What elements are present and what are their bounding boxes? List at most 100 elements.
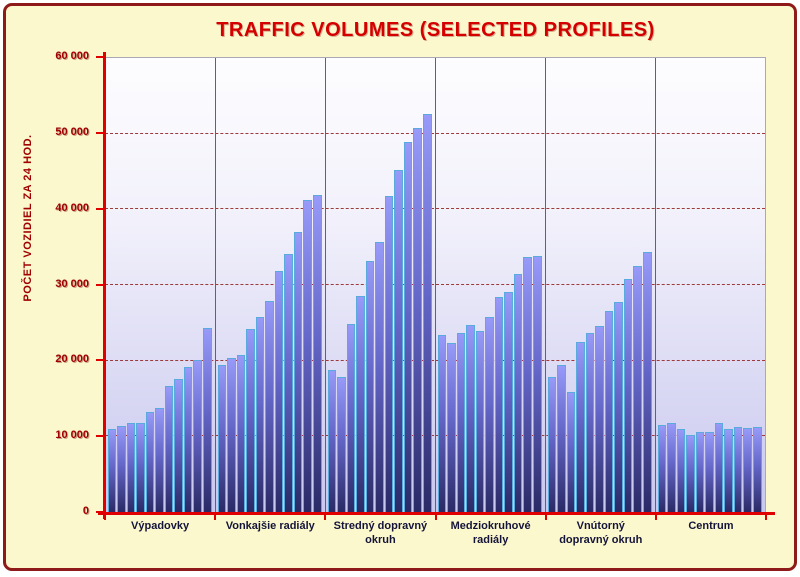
x-tick-mark <box>324 512 327 520</box>
y-tick-mark <box>96 283 103 286</box>
y-tick-label: 0 <box>82 505 89 517</box>
y-tick-mark <box>96 359 103 362</box>
bar <box>403 142 413 512</box>
bar <box>365 260 375 512</box>
bar <box>733 426 743 512</box>
y-tick-mark <box>96 207 103 210</box>
x-axis-line <box>98 512 775 515</box>
bar <box>456 332 466 512</box>
bar <box>107 428 117 512</box>
bar <box>523 257 532 512</box>
bar <box>337 377 346 512</box>
bar <box>494 297 504 512</box>
bar-group-6 <box>655 58 765 512</box>
bar <box>686 434 695 512</box>
y-tick-label: 20 000 <box>55 353 89 366</box>
y-tick-label: 40 000 <box>55 201 89 214</box>
bar <box>174 378 183 512</box>
bar <box>547 377 557 512</box>
y-tick-label: 60 000 <box>55 50 89 62</box>
bar <box>714 422 724 512</box>
bar <box>475 331 485 512</box>
bar <box>284 253 293 512</box>
bar-group-2 <box>215 58 325 512</box>
bar <box>126 423 136 512</box>
bar <box>623 278 633 512</box>
bar-group-3 <box>325 58 435 512</box>
bar <box>312 194 322 512</box>
group-separator <box>545 58 546 512</box>
bar <box>614 302 623 512</box>
bar <box>375 241 384 512</box>
bar <box>642 251 652 512</box>
bar <box>466 325 475 512</box>
bar <box>695 431 705 512</box>
bar <box>265 300 274 512</box>
bar-group-5 <box>545 58 655 512</box>
bar <box>136 423 145 512</box>
y-tick-mark <box>96 131 103 134</box>
bar <box>236 355 246 512</box>
x-tick-mark <box>654 512 657 520</box>
category-label: Výpadovky <box>131 520 190 532</box>
bar <box>155 407 164 512</box>
y-tick-label: 10 000 <box>55 429 89 442</box>
bar <box>217 365 227 512</box>
y-tick-label: 30 000 <box>55 277 89 290</box>
group-separator <box>215 58 216 512</box>
chart-frame: TRAFFIC VOLUMES (SELECTED PROFILES) POČE… <box>3 3 797 571</box>
bar <box>193 359 202 512</box>
category-label: Vonkajšie radiály <box>225 520 315 532</box>
bar <box>447 342 456 512</box>
x-tick-mark <box>214 512 217 520</box>
bar <box>274 270 284 512</box>
plot-area <box>105 57 766 512</box>
x-tick-mark <box>765 512 767 520</box>
bar-group-4 <box>435 58 545 512</box>
bar <box>557 365 566 512</box>
bar <box>743 428 752 512</box>
bar <box>227 357 236 512</box>
bar <box>705 431 714 512</box>
bar <box>255 316 265 512</box>
bar <box>595 325 604 512</box>
category-label: Medziokruhové radiály <box>450 520 531 547</box>
bar <box>422 114 432 512</box>
bar <box>202 328 212 512</box>
bar <box>604 310 614 512</box>
bar-group-1 <box>105 58 215 512</box>
bar <box>145 412 155 512</box>
bar <box>585 332 595 512</box>
bar <box>576 341 585 512</box>
x-tick-mark <box>434 512 437 520</box>
group-separator <box>655 58 656 512</box>
y-tick-label: 50 000 <box>55 125 89 138</box>
bar <box>667 422 676 512</box>
bar <box>752 426 762 512</box>
bar <box>676 428 686 512</box>
y-axis-line <box>103 52 106 519</box>
bar <box>164 386 174 512</box>
bar <box>346 323 356 512</box>
y-tick-mark <box>96 56 103 58</box>
category-label: Centrum <box>688 520 734 532</box>
y-axis-labels: 60 000 50 000 40 000 30 000 20 000 10 000 0 <box>6 50 103 517</box>
bar <box>437 334 447 512</box>
bar <box>657 424 667 512</box>
bar <box>504 291 513 512</box>
bar <box>413 127 422 512</box>
category-label: Stredný dopravný okruh <box>333 520 428 547</box>
chart-title: TRAFFIC VOLUMES (SELECTED PROFILES) <box>216 19 655 41</box>
x-tick-mark <box>544 512 547 520</box>
bar <box>117 425 126 512</box>
bar <box>246 328 255 512</box>
y-tick-mark <box>96 435 103 438</box>
bar <box>394 170 403 512</box>
group-separator <box>435 58 436 512</box>
bar <box>327 369 337 512</box>
category-label: Vnútorný dopravný okruh <box>559 520 643 547</box>
bar <box>724 428 733 512</box>
bar <box>485 316 494 512</box>
bar <box>384 196 394 512</box>
bar <box>303 200 312 512</box>
